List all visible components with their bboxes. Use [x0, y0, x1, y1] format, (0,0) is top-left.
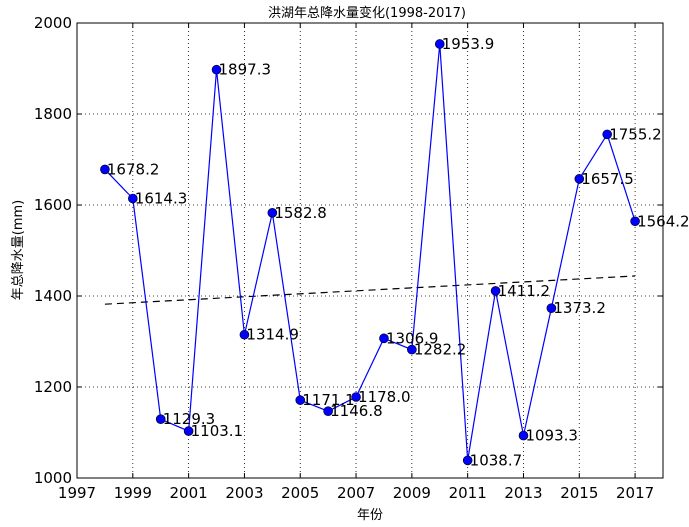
data-label: 1146.8 [330, 402, 383, 420]
x-tick-label: 2013 [504, 484, 542, 502]
data-point [574, 174, 585, 184]
grid [77, 23, 663, 478]
data-point [183, 426, 194, 436]
data-label: 1953.9 [442, 35, 495, 53]
x-tick-label: 1999 [114, 484, 152, 502]
data-label: 1129.3 [163, 410, 216, 428]
data-label: 1306.9 [386, 329, 439, 347]
data-label: 1282.2 [414, 341, 467, 359]
data-point [379, 333, 389, 344]
data-point [546, 303, 557, 313]
data-label: 1171.1 [302, 391, 355, 409]
data-label: 1657.5 [581, 170, 634, 188]
data-label: 1103.1 [191, 422, 244, 440]
data-label: 1582.8 [274, 204, 327, 222]
data-point [267, 208, 278, 218]
data-point [155, 414, 166, 424]
y-tick-label: 1800 [34, 105, 72, 123]
data-label: 1038.7 [470, 451, 522, 469]
y-tick-label: 2000 [34, 14, 72, 32]
x-tick-label: 2001 [170, 484, 208, 502]
data-label: 1614.3 [135, 189, 188, 207]
y-tick-label: 1600 [34, 196, 72, 214]
data-point [630, 216, 640, 227]
x-tick-label: 2015 [560, 484, 598, 502]
x-tick-label: 2009 [393, 484, 431, 502]
data-point [434, 39, 445, 49]
x-tick-label: 1997 [58, 484, 96, 502]
y-tick-label: 1000 [34, 469, 72, 487]
data-label: 1373.2 [553, 299, 606, 317]
data-point [211, 64, 222, 75]
data-point [518, 430, 529, 441]
data-point [128, 193, 138, 204]
x-axis-label: 年份 [357, 508, 383, 523]
data-label: 1178.0 [358, 388, 411, 406]
trend-line [104, 275, 636, 305]
data-point [239, 329, 250, 340]
series-group [100, 39, 640, 466]
data-point [351, 392, 361, 402]
y-tick-label: 1400 [34, 287, 72, 305]
x-tick-label: 2003 [225, 484, 263, 502]
trend-line-group [104, 275, 636, 305]
data-point [323, 406, 333, 417]
x-tick-label: 2017 [616, 484, 654, 502]
data-label: 1411.2 [498, 282, 550, 300]
data-label: 1093.3 [525, 427, 578, 445]
ticks-group: 1997 1999 2001 2003 2005 2007 2009 2011 2013 2015… [34, 14, 663, 502]
y-tick-label: 1200 [34, 378, 72, 396]
series-line [104, 43, 636, 461]
chart-title: 洪湖年总降水量变化(1998-2017) [268, 5, 466, 21]
y-axis-label: 年总降水量(mm) [11, 200, 26, 300]
x-tick-label: 2005 [281, 484, 319, 502]
x-tick-label: 2007 [337, 484, 375, 502]
data-label: 1897.3 [219, 61, 272, 79]
data-point [462, 455, 473, 466]
data-point [490, 286, 501, 296]
data-label: 1314.9 [246, 326, 299, 344]
data-point [295, 395, 306, 405]
data-point [602, 129, 612, 140]
data-point [100, 164, 110, 175]
data-point [407, 344, 417, 355]
x-tick-label: 2011 [449, 484, 487, 502]
data-label: 1678.2 [107, 160, 159, 178]
data-label: 1755.2 [609, 125, 662, 143]
plot-frame [76, 22, 664, 479]
